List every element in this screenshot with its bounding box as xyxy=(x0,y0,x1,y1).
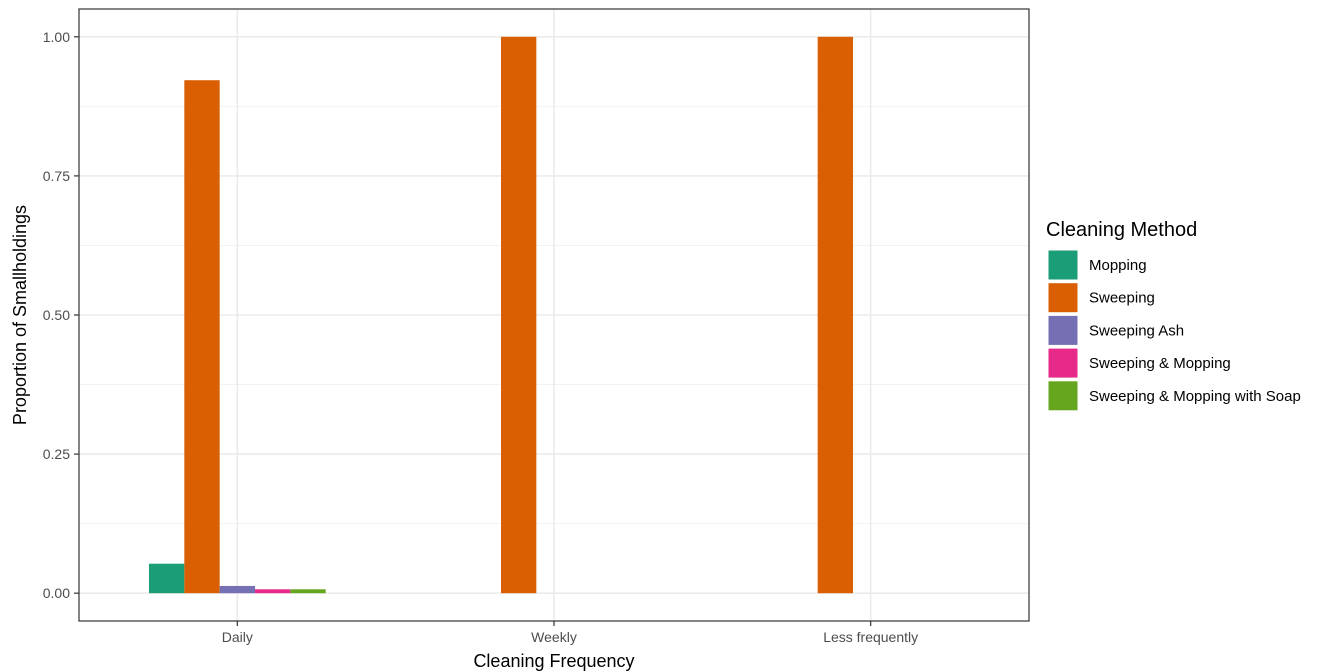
y-tick-label: 0.25 xyxy=(43,446,70,462)
x-tick-label: Less frequently xyxy=(823,629,918,645)
bar-sweeping-ash-daily xyxy=(219,585,256,594)
bar-sweeping-mopping-daily xyxy=(255,589,291,594)
legend-label: Sweeping & Mopping xyxy=(1089,355,1231,372)
legend-label: Sweeping & Mopping with Soap xyxy=(1089,388,1301,405)
major-gridlines xyxy=(79,9,1029,621)
legend-key xyxy=(1047,282,1079,314)
bar-sweeping-less-frequently xyxy=(817,36,853,594)
legend-key xyxy=(1047,380,1079,412)
y-tick-label: 0.75 xyxy=(43,168,70,184)
x-axis-title: Cleaning Frequency xyxy=(473,651,634,671)
legend-items: Mopping Sweeping Sweeping Ash Sweeping & Mo… xyxy=(1047,249,1301,412)
bar-sweeping-mopping-with-soap-daily xyxy=(290,589,326,594)
bar-mopping-daily xyxy=(148,563,185,594)
bars xyxy=(148,36,853,594)
legend-label: Sweeping Ash xyxy=(1089,322,1184,339)
bar-sweeping-daily xyxy=(184,80,220,594)
x-tick-label: Daily xyxy=(222,629,253,645)
y-axis: 0.00 0.25 0.50 0.75 1.00 xyxy=(43,29,79,601)
bar-sweeping-weekly xyxy=(500,36,537,594)
legend: Cleaning Method Mopping Sweeping Sweeping … xyxy=(1046,219,1301,412)
y-axis-title: Proportion of Smallholdings xyxy=(10,205,30,425)
legend-key xyxy=(1047,347,1079,379)
legend-key xyxy=(1047,314,1079,346)
y-tick-label: 0.00 xyxy=(43,585,70,601)
y-tick-label: 1.00 xyxy=(43,29,70,45)
legend-label: Mopping xyxy=(1089,257,1147,274)
x-tick-label: Weekly xyxy=(531,629,577,645)
y-tick-label: 0.50 xyxy=(43,307,70,323)
legend-title: Cleaning Method xyxy=(1046,219,1197,241)
legend-label: Sweeping xyxy=(1089,290,1155,307)
x-axis: Daily Weekly Less frequently xyxy=(222,621,918,645)
legend-key xyxy=(1047,249,1079,281)
